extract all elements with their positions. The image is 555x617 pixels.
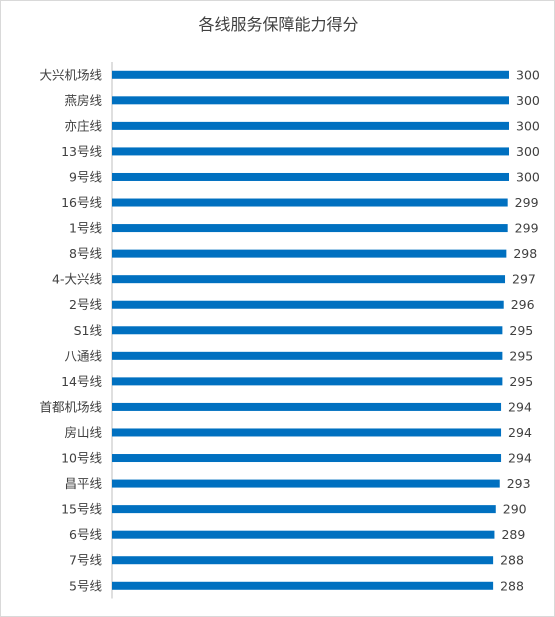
category-label-12: 14号线: [61, 374, 102, 389]
value-label-16: 293: [507, 476, 531, 491]
bar-19: [112, 556, 494, 565]
category-label-0: 大兴机场线: [39, 67, 102, 82]
category-label-2: 亦庄线: [64, 118, 102, 133]
category-label-19: 7号线: [69, 553, 102, 568]
bar-17: [112, 505, 496, 514]
value-label-5: 299: [515, 195, 539, 210]
category-label-15: 10号线: [61, 451, 102, 466]
bar-13: [112, 402, 502, 411]
value-label-12: 295: [509, 374, 533, 389]
value-label-0: 300: [516, 67, 540, 82]
value-label-6: 299: [515, 221, 539, 236]
value-label-1: 300: [516, 93, 540, 108]
bar-10: [112, 326, 503, 335]
value-label-4: 300: [516, 169, 540, 184]
value-label-9: 296: [511, 297, 535, 312]
category-label-10: S1线: [74, 323, 103, 338]
value-label-17: 290: [503, 502, 527, 517]
bar-11: [112, 351, 503, 360]
value-label-10: 295: [509, 323, 533, 338]
bar-3: [112, 147, 509, 156]
category-label-6: 1号线: [69, 221, 102, 236]
bar-18: [112, 530, 495, 539]
bar-16: [112, 479, 500, 488]
bar-2: [112, 121, 509, 130]
category-label-7: 8号线: [69, 246, 102, 261]
category-label-8: 4-大兴线: [52, 272, 102, 287]
chart-title: 各线服务保障能力得分: [198, 15, 359, 34]
category-label-16: 昌平线: [64, 476, 102, 491]
bar-7: [112, 249, 507, 258]
value-label-2: 300: [516, 118, 540, 133]
value-label-19: 288: [500, 553, 524, 568]
bar-12: [112, 377, 503, 386]
category-label-5: 16号线: [61, 195, 102, 210]
category-label-14: 房山线: [64, 425, 102, 440]
value-label-3: 300: [516, 144, 540, 159]
bar-20: [112, 581, 494, 590]
value-label-18: 289: [501, 527, 525, 542]
bar-14: [112, 428, 502, 437]
bar-6: [112, 224, 508, 233]
bar-5: [112, 198, 508, 207]
value-label-13: 294: [508, 399, 532, 414]
category-label-11: 八通线: [64, 348, 102, 363]
value-label-14: 294: [508, 425, 532, 440]
bar-0: [112, 70, 509, 79]
bar-8: [112, 275, 506, 284]
category-label-20: 5号线: [69, 578, 102, 593]
category-label-1: 燕房线: [64, 93, 102, 108]
category-label-13: 首都机场线: [39, 399, 102, 414]
value-label-15: 294: [508, 451, 532, 466]
category-label-18: 6号线: [69, 527, 102, 542]
bar-4: [112, 172, 509, 181]
bar-9: [112, 300, 504, 309]
bar-1: [112, 96, 509, 105]
value-label-8: 297: [512, 272, 536, 287]
value-label-11: 295: [509, 348, 533, 363]
bar-15: [112, 454, 502, 463]
category-label-9: 2号线: [69, 297, 102, 312]
category-label-3: 13号线: [61, 144, 102, 159]
value-label-20: 288: [500, 578, 524, 593]
category-label-4: 9号线: [69, 169, 102, 184]
category-label-17: 15号线: [61, 502, 102, 517]
value-label-7: 298: [513, 246, 537, 261]
